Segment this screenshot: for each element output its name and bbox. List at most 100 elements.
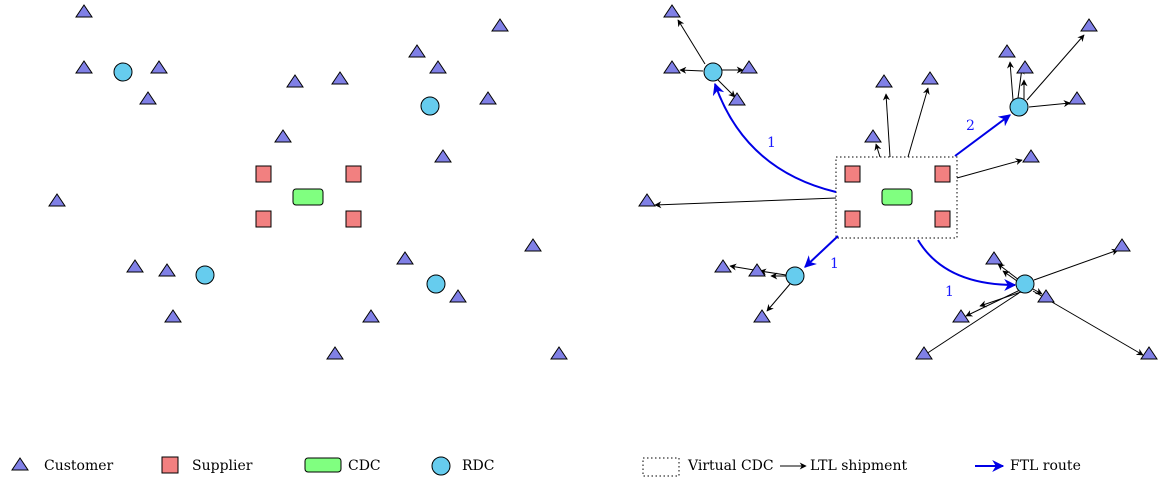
legend-cdc-label: CDC xyxy=(348,458,381,474)
customer-marker xyxy=(921,71,939,85)
legend-rdc: RDC xyxy=(431,456,494,476)
legend: Customer Supplier CDC RDC Virtual CDC LT… xyxy=(11,456,1081,477)
ltl-arrow xyxy=(717,79,736,98)
ltl-arrow xyxy=(1033,248,1119,281)
customer-marker xyxy=(274,129,292,143)
customer-marker xyxy=(286,74,304,88)
cdc-marker xyxy=(292,188,324,206)
customer-marker xyxy=(331,71,349,85)
customer-marker xyxy=(1016,60,1034,74)
left-customers xyxy=(48,4,568,360)
supplier-marker xyxy=(844,210,861,228)
ltl-arrow xyxy=(679,66,704,74)
rdc-marker xyxy=(420,96,440,116)
customer-marker xyxy=(952,309,970,323)
customer-marker xyxy=(753,309,771,323)
legend-virtual-cdc: Virtual CDC xyxy=(642,457,774,477)
ltl-arrow xyxy=(965,289,1021,317)
rdc-marker xyxy=(1009,97,1029,117)
customer-marker xyxy=(479,91,497,105)
ftl-route-bottom-right xyxy=(917,239,1017,291)
customer-marker xyxy=(524,238,542,252)
left-rdcs xyxy=(113,62,446,294)
rdc-marker xyxy=(1015,274,1035,294)
customer-icon xyxy=(11,457,29,471)
cdc-icon xyxy=(304,457,342,473)
supplier-marker xyxy=(345,210,362,228)
customer-marker xyxy=(864,129,882,143)
legend-ftl: FTL route xyxy=(975,458,1081,474)
customer-marker xyxy=(1022,149,1040,163)
customer-marker xyxy=(491,18,509,32)
customer-marker xyxy=(326,346,344,360)
supplier-marker xyxy=(934,165,951,183)
ltl-arrow xyxy=(766,283,791,312)
right-suppliers xyxy=(844,165,951,228)
legend-supplier-label: Supplier xyxy=(192,458,253,474)
customer-marker xyxy=(396,251,414,265)
legend-virtual-cdc-label: Virtual CDC xyxy=(687,458,774,474)
customer-marker xyxy=(150,60,168,74)
supplier-icon xyxy=(161,456,179,474)
customer-marker xyxy=(48,193,66,207)
customer-marker xyxy=(139,91,157,105)
customer-marker xyxy=(449,289,467,303)
rdc-icon xyxy=(431,456,451,476)
customer-marker xyxy=(998,44,1016,58)
right-panel: 1 2 1 1 xyxy=(638,4,1158,360)
customer-marker xyxy=(75,60,93,74)
customer-marker xyxy=(748,263,766,277)
customer-marker xyxy=(158,263,176,277)
customer-marker xyxy=(728,92,746,106)
ltl-arrow xyxy=(997,263,1020,281)
customer-marker xyxy=(740,60,758,74)
rdc-marker xyxy=(703,62,723,82)
flow-label: 1 xyxy=(830,256,839,272)
virtual-cdc-icon xyxy=(642,457,680,477)
ltl-arrow xyxy=(882,93,891,158)
ltl-arrow xyxy=(1032,287,1043,295)
legend-rdc-label: RDC xyxy=(462,458,494,474)
supplier-marker xyxy=(934,210,951,228)
legend-ltl-label: LTL shipment xyxy=(810,458,907,474)
ftl-routes xyxy=(712,82,1017,291)
customer-marker xyxy=(714,259,732,273)
customer-marker xyxy=(1068,91,1086,105)
customer-marker xyxy=(638,193,656,207)
legend-ftl-label: FTL route xyxy=(1010,458,1081,474)
rdc-marker xyxy=(113,62,133,82)
ftl-route-bottom-left xyxy=(804,235,839,268)
ltl-arrow xyxy=(907,87,930,158)
customer-marker xyxy=(1080,18,1098,32)
legend-ltl: LTL shipment xyxy=(780,458,907,474)
ltl-arrow xyxy=(874,143,882,158)
ltl-arrow xyxy=(654,197,837,209)
rdc-marker xyxy=(426,274,446,294)
ltl-arrow xyxy=(1007,61,1014,101)
right-rdcs xyxy=(703,62,1035,294)
legend-cdc: CDC xyxy=(304,457,381,474)
legend-customer-label: Customer xyxy=(44,458,114,474)
customer-marker xyxy=(126,259,144,273)
ltl-arrow xyxy=(922,292,1020,357)
supplier-marker xyxy=(255,210,272,228)
customer-marker xyxy=(985,251,1003,265)
legend-supplier: Supplier xyxy=(161,456,253,474)
ltl-shipments xyxy=(654,19,1144,357)
ftl-route-top-left xyxy=(712,82,837,193)
ltl-arrow xyxy=(1028,100,1071,108)
ltl-arrow xyxy=(677,19,706,65)
customer-marker xyxy=(434,149,452,163)
customer-marker xyxy=(875,74,893,88)
ltl-arrow xyxy=(979,291,1022,308)
customer-marker xyxy=(1113,238,1131,252)
ltl-arrow xyxy=(956,158,1023,179)
customer-marker xyxy=(1037,289,1055,303)
ftl-route-top-right xyxy=(954,114,1011,157)
supplier-marker xyxy=(345,165,362,183)
legend-customer: Customer xyxy=(11,457,114,474)
flow-label: 1 xyxy=(945,284,954,300)
customer-marker xyxy=(550,346,568,360)
customer-marker xyxy=(408,44,426,58)
